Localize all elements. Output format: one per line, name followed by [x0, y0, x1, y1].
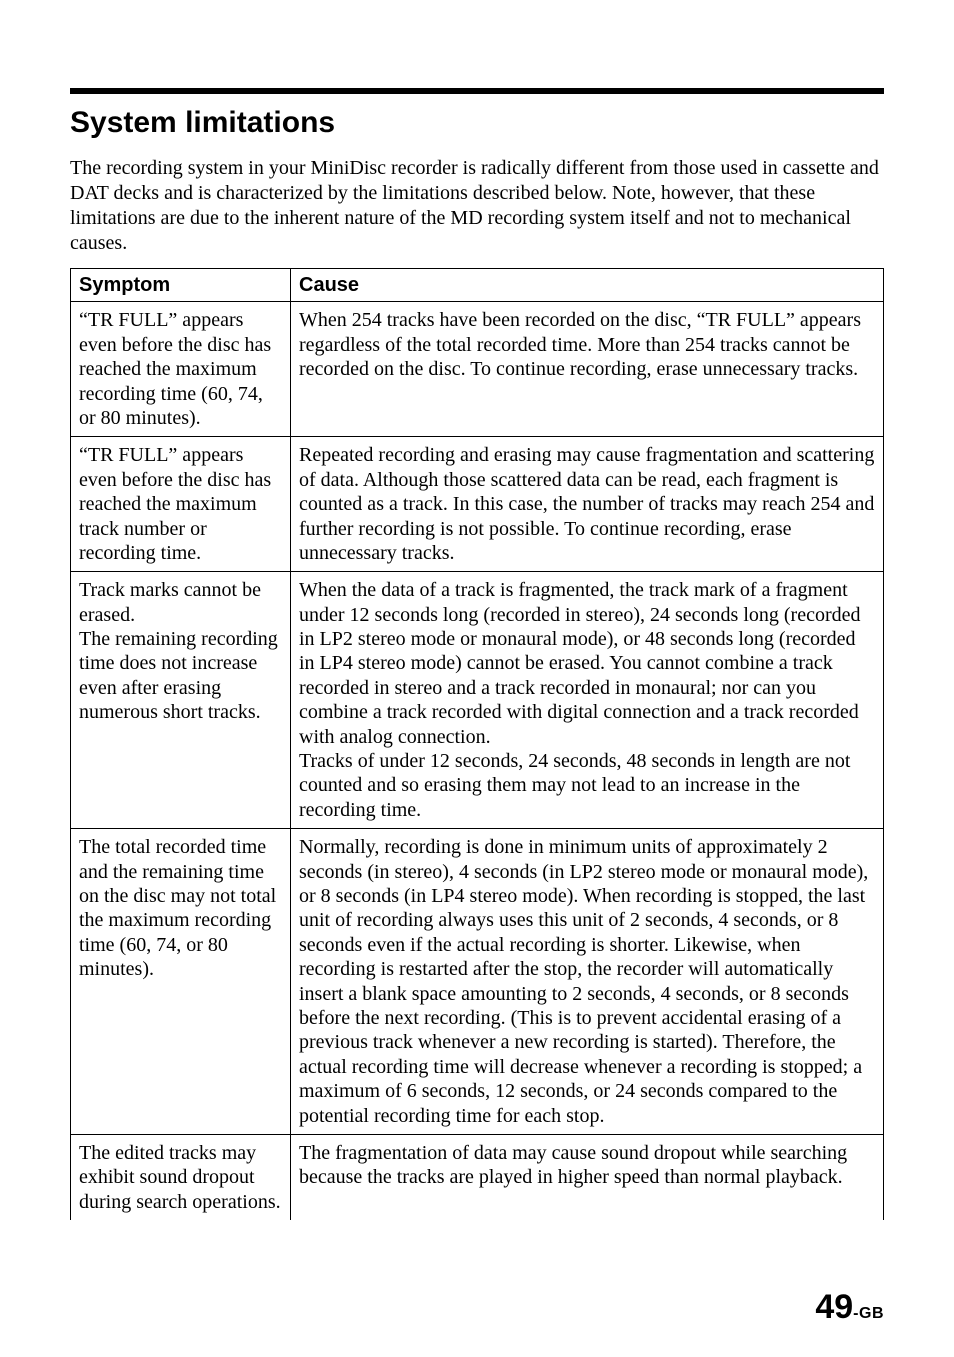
cause-cell: When 254 tracks have been recorded on th… [291, 302, 884, 437]
page-number-suffix: -GB [853, 1305, 884, 1322]
cause-cell: Repeated recording and erasing may cause… [291, 437, 884, 572]
table-row: The edited tracks may exhibit sound drop… [71, 1134, 884, 1220]
cause-cell: Normally, recording is done in minimum u… [291, 829, 884, 1135]
manual-page: System limitations The recording system … [0, 0, 954, 1357]
limitations-table: Symptom Cause “TR FULL” appears even bef… [70, 268, 884, 1220]
table-header-row: Symptom Cause [71, 269, 884, 302]
page-number-value: 49 [815, 1288, 853, 1326]
table-body: “TR FULL” appears even before the disc h… [71, 302, 884, 1220]
table-row: The total recorded time and the remainin… [71, 829, 884, 1135]
symptom-cell: “TR FULL” appears even before the disc h… [71, 302, 291, 437]
intro-paragraph: The recording system in your MiniDisc re… [70, 156, 884, 256]
page-number: 49-GB [815, 1288, 884, 1327]
table-row: “TR FULL” appears even before the disc h… [71, 437, 884, 572]
col-header-cause: Cause [291, 269, 884, 302]
section-rule [70, 88, 884, 94]
cause-cell: The fragmentation of data may cause soun… [291, 1134, 884, 1220]
col-header-symptom: Symptom [71, 269, 291, 302]
symptom-cell: Track marks cannot be erased.The remaini… [71, 572, 291, 829]
symptom-cell: “TR FULL” appears even before the disc h… [71, 437, 291, 572]
symptom-cell: The edited tracks may exhibit sound drop… [71, 1134, 291, 1220]
cause-cell: When the data of a track is fragmented, … [291, 572, 884, 829]
table-row: “TR FULL” appears even before the disc h… [71, 302, 884, 437]
symptom-cell: The total recorded time and the remainin… [71, 829, 291, 1135]
table-row: Track marks cannot be erased.The remaini… [71, 572, 884, 829]
page-heading: System limitations [70, 106, 884, 140]
